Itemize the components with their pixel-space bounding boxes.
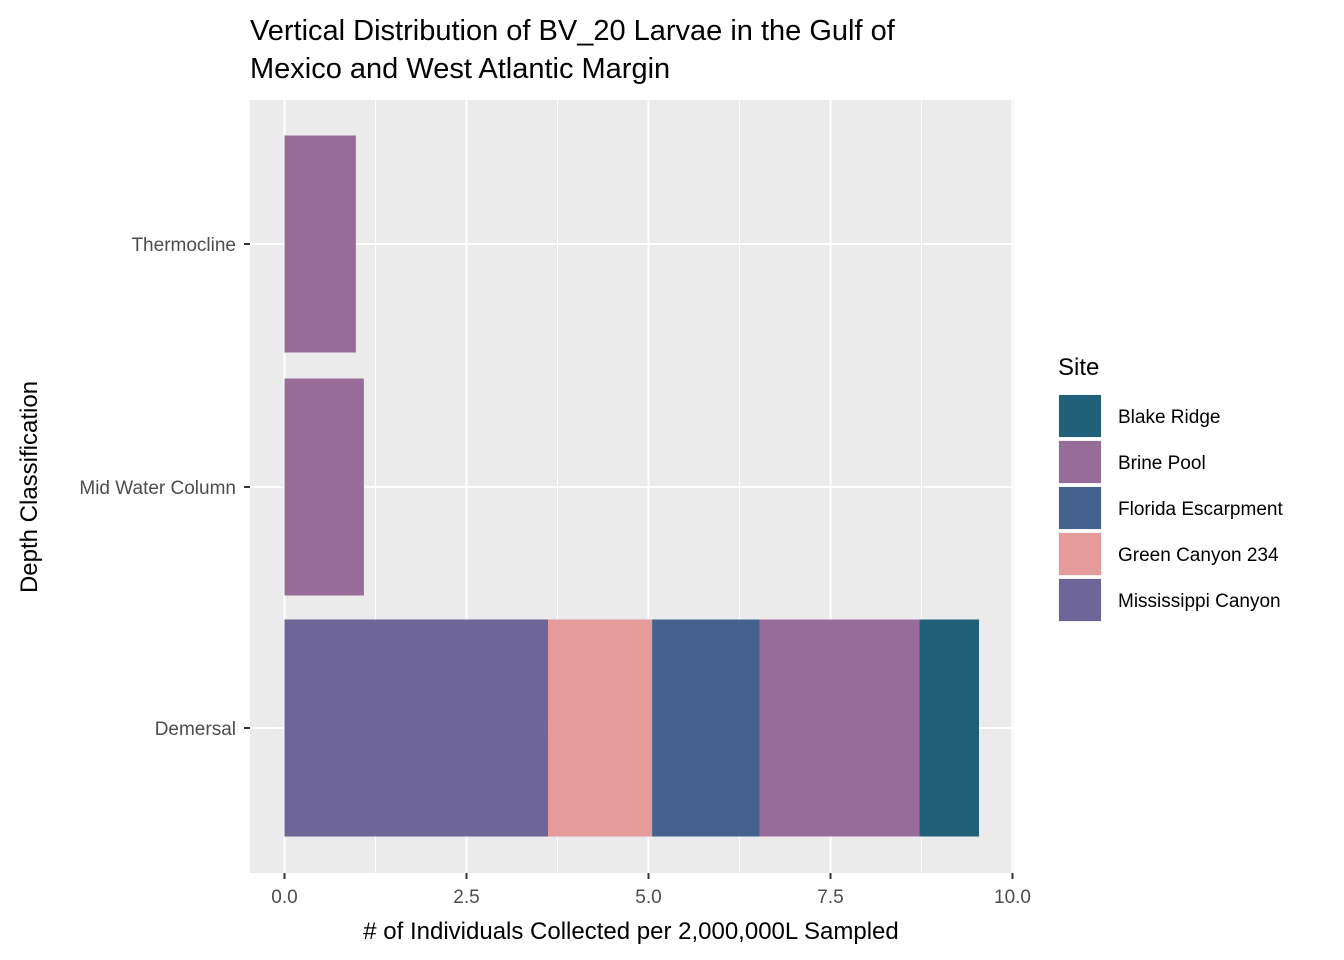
legend-label: Florida Escarpment (1118, 499, 1283, 520)
bar-brine-pool-thermocline (284, 135, 356, 353)
legend: Site Blake Ridge Brine Pool Florida Escarp… (1058, 354, 1283, 622)
x-axis-title: # of Individuals Collected per 2,000,000… (363, 918, 898, 945)
bar-florida-escarpment-demersal (652, 619, 760, 837)
y-tick-label: Mid Water Column (79, 478, 236, 499)
legend-label: Mississippi Canyon (1118, 591, 1281, 612)
bar-blake-ridge-demersal (919, 619, 980, 837)
legend-swatch (1059, 441, 1101, 483)
x-axis: 0.0 2.5 5.0 7.5 10.0 (271, 873, 1031, 908)
x-tick-label: 5.0 (635, 887, 661, 908)
chart-title-line-2: Mexico and West Atlantic Margin (250, 53, 670, 85)
x-tick-label: 0.0 (271, 887, 297, 908)
chart-title-line-1: Vertical Distribution of BV_20 Larvae in… (250, 15, 896, 47)
legend-label: Green Canyon 234 (1118, 545, 1279, 566)
y-tick-label: Demersal (155, 719, 236, 740)
legend-label: Blake Ridge (1118, 407, 1220, 428)
x-tick-label: 2.5 (453, 887, 479, 908)
bars (284, 135, 980, 837)
bar-brine-pool-demersal (759, 619, 920, 837)
y-axis: Demersal Mid Water Column Thermocline (79, 235, 250, 740)
bar-green-canyon-234-demersal (548, 619, 653, 837)
x-tick-label: 7.5 (817, 887, 843, 908)
legend-swatch (1059, 487, 1101, 529)
y-axis-title: Depth Classification (16, 381, 43, 593)
legend-swatch (1059, 579, 1101, 621)
legend-title: Site (1058, 354, 1099, 381)
legend-swatch (1059, 533, 1101, 575)
bar-mississippi-canyon-demersal (284, 619, 549, 837)
y-tick-label: Thermocline (131, 235, 236, 256)
bar-brine-pool-mid-water-column (284, 378, 364, 596)
x-tick-label: 10.0 (994, 887, 1031, 908)
legend-label: Brine Pool (1118, 453, 1206, 474)
legend-swatch (1059, 395, 1101, 437)
